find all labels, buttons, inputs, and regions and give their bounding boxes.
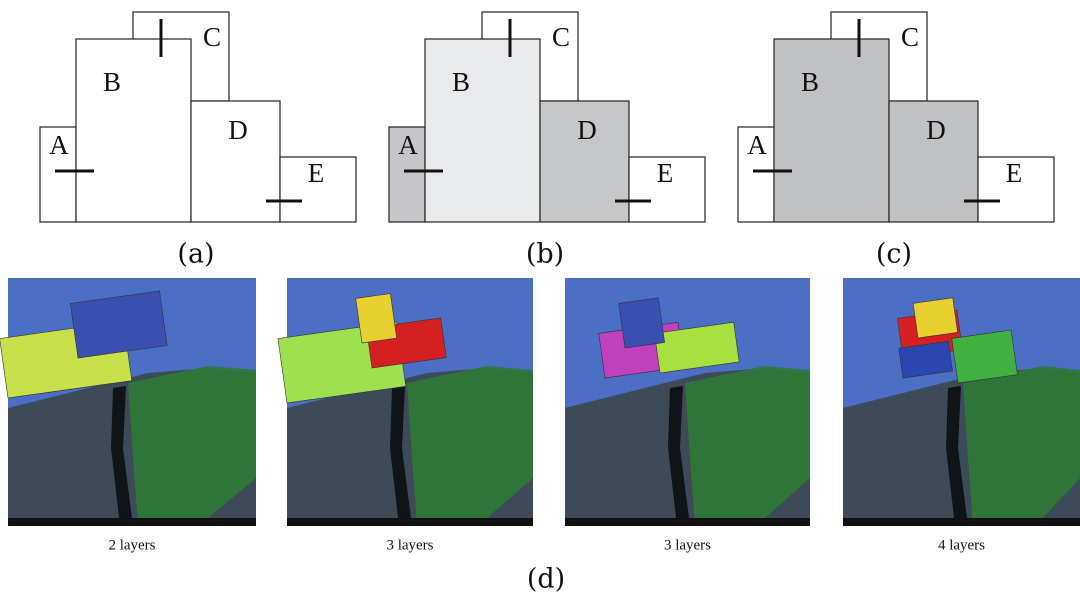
box-label: A [747, 130, 767, 160]
box-label: B [801, 67, 819, 97]
building [952, 330, 1018, 383]
box-label: D [926, 115, 946, 145]
box [76, 39, 191, 222]
box-label: C [901, 22, 919, 52]
ground-shadow [8, 518, 256, 526]
ground-shadow [287, 518, 533, 526]
box-label: B [452, 67, 470, 97]
box-label: A [49, 130, 69, 160]
box-label: E [1006, 158, 1023, 188]
box-label: B [103, 67, 121, 97]
page: {"panels": [ {"caption": "(a)", "boxes":… [0, 0, 1080, 601]
render-caption: 3 layers [664, 537, 711, 553]
diagram-panel: A B C D E (a) [40, 12, 356, 270]
figure: (d) A B C D E (a) A B C D E (b) A B C D E (c) 2 layers 3 la… [0, 0, 1080, 601]
box [774, 39, 889, 222]
box-label: D [228, 115, 248, 145]
render-caption: 4 layers [938, 537, 985, 553]
render-image: 2 layers [0, 278, 256, 553]
box-label: E [657, 158, 674, 188]
render-caption: 2 layers [108, 537, 155, 553]
render-caption: 3 layers [386, 537, 433, 553]
figure-caption: (d) [527, 564, 565, 595]
ground-shadow [843, 518, 1080, 526]
box-label: E [308, 158, 325, 188]
box-label: D [577, 115, 597, 145]
box [425, 39, 540, 222]
render-image: 3 layers [565, 278, 810, 553]
render-image: 4 layers [843, 278, 1080, 553]
ground-shadow [565, 518, 810, 526]
building [619, 298, 665, 348]
building [913, 298, 957, 338]
box-label: A [398, 130, 418, 160]
panel-caption: (a) [177, 239, 214, 270]
box-label: C [552, 22, 570, 52]
diagram-panel: A B C D E (b) [389, 12, 705, 270]
diagram-panel: A B C D E (c) [738, 12, 1054, 270]
panel-caption: (c) [876, 239, 912, 270]
box-label: C [203, 22, 221, 52]
render-image: 3 layers [278, 278, 533, 553]
building [356, 294, 397, 343]
panel-caption: (b) [526, 239, 564, 270]
